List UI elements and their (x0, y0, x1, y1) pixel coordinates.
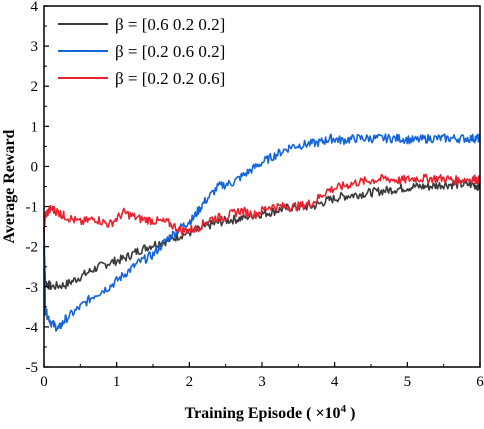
legend-label-3: β = [0.2 0.2 0.6] (115, 69, 225, 88)
legend-label-2: β = [0.2 0.6 0.2] (115, 42, 225, 61)
x-tick-label: 0 (40, 374, 48, 390)
y-tick-label: -5 (26, 360, 39, 376)
x-axis-title-main: Training Episode ( ×10 (185, 405, 341, 422)
x-axis-title: Training Episode ( ×104 ) (185, 403, 356, 422)
y-tick-label: 1 (31, 119, 39, 135)
plot-layer (43, 133, 481, 332)
x-axis-title-suffix: ) (346, 405, 355, 422)
y-axis: -5 -4 -3 -2 -1 0 1 2 3 4 (26, 0, 49, 376)
x-tick-label: 5 (404, 374, 412, 390)
series-line-1 (43, 179, 481, 291)
x-axis-title-exponent: 4 (341, 403, 347, 415)
x-tick-label: 2 (186, 374, 194, 390)
x-axis: 0 1 2 3 4 5 6 (40, 362, 484, 390)
y-tick-label: 2 (31, 79, 39, 95)
y-tick-label: -3 (26, 280, 39, 296)
y-tick-label: -2 (26, 240, 39, 256)
x-tick-label: 4 (331, 374, 339, 390)
series-line-3 (43, 173, 481, 236)
series-line-2 (43, 133, 481, 332)
x-tick-label: 1 (113, 374, 121, 390)
x-tick-label: 3 (258, 374, 266, 390)
x-tick-label: 6 (476, 374, 484, 390)
y-axis-title: Average Reward (1, 129, 18, 243)
legend-label-1: β = [0.6 0.2 0.2] (115, 15, 225, 34)
y-tick-label: 0 (31, 159, 39, 175)
y-tick-label: 3 (31, 39, 39, 55)
y-tick-label: 4 (31, 0, 39, 15)
legend: β = [0.6 0.2 0.2] β = [0.2 0.6 0.2] β = [0… (58, 15, 225, 88)
y-tick-label: -4 (26, 320, 39, 336)
y-tick-label: -1 (26, 200, 39, 216)
